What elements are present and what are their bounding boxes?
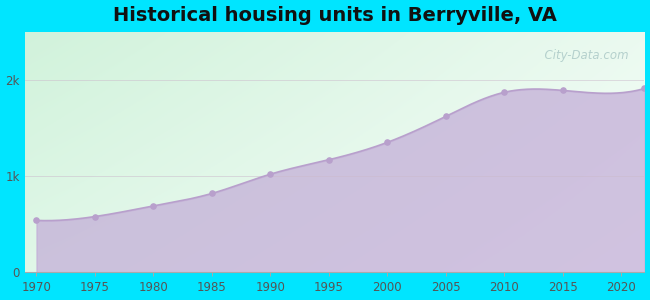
Point <box>324 157 334 162</box>
Point <box>441 114 451 119</box>
Point <box>265 172 276 177</box>
Title: Historical housing units in Berryville, VA: Historical housing units in Berryville, … <box>112 6 556 25</box>
Point <box>382 140 393 145</box>
Point <box>639 86 649 91</box>
Text: City-Data.com: City-Data.com <box>538 49 629 62</box>
Point <box>31 218 42 223</box>
Point <box>148 204 159 208</box>
Point <box>90 214 100 219</box>
Point <box>499 90 510 95</box>
Point <box>207 191 217 196</box>
Point <box>558 88 568 93</box>
